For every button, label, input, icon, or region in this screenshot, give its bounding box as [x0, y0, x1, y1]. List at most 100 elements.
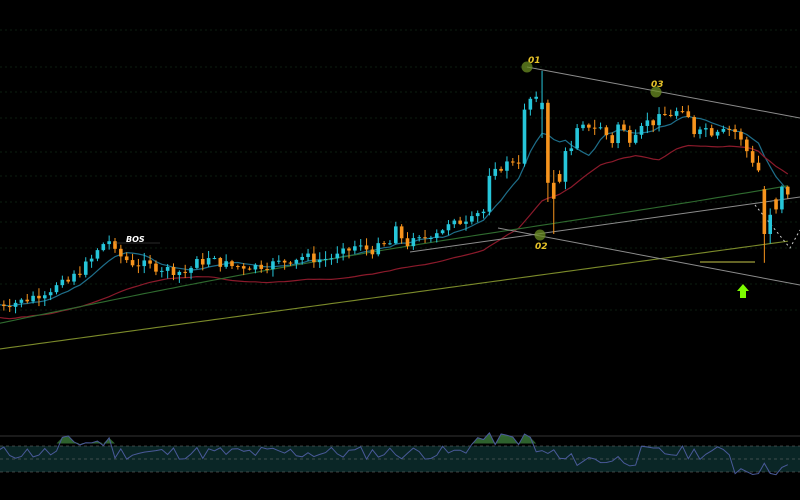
candle-body — [628, 130, 632, 143]
candle-body — [434, 233, 439, 238]
projection-path — [754, 204, 800, 249]
candle — [236, 264, 240, 270]
candle-body — [66, 279, 70, 282]
candle-body — [610, 135, 615, 144]
candle — [107, 235, 111, 250]
candle — [388, 240, 392, 246]
candle-body — [692, 117, 696, 135]
ma-slowest-line — [0, 240, 788, 350]
candle-body — [581, 124, 585, 129]
candle-body — [417, 237, 421, 239]
candle-body — [698, 129, 702, 135]
candle-body — [31, 295, 35, 302]
candle-body — [429, 237, 433, 239]
candle — [13, 299, 18, 314]
pivot-02-marker — [534, 229, 546, 241]
candle — [440, 229, 445, 235]
candle — [148, 254, 152, 269]
candle — [516, 155, 521, 169]
candle-body — [721, 128, 726, 132]
candle — [692, 115, 696, 138]
candle-body — [604, 127, 609, 136]
candle — [715, 129, 720, 139]
candle-body — [282, 260, 287, 263]
candle — [598, 122, 603, 130]
candle-body — [475, 213, 480, 217]
candle-body — [622, 124, 626, 131]
candle — [312, 246, 316, 268]
candle — [470, 211, 474, 225]
candle — [780, 185, 784, 214]
candle-body — [19, 299, 24, 303]
candle-body — [739, 131, 743, 140]
candle-body — [493, 168, 498, 176]
pivot-01-label: 01 — [528, 56, 541, 66]
candles-layer — [2, 70, 790, 314]
candle — [7, 298, 12, 312]
candle-body — [364, 245, 369, 250]
candle — [616, 122, 620, 149]
candle-body — [101, 244, 106, 251]
candle-body — [288, 262, 293, 264]
bos-label: BOS — [126, 235, 145, 244]
candle-body — [733, 129, 737, 132]
candle-body — [709, 128, 714, 136]
candle — [83, 257, 88, 278]
candle — [277, 255, 281, 265]
pivot-01-marker — [521, 61, 533, 73]
candle — [417, 235, 421, 242]
pivot-03-marker — [650, 86, 662, 98]
candle-body — [165, 266, 170, 271]
candle — [200, 253, 205, 271]
candle-body — [639, 125, 644, 135]
candle — [195, 256, 199, 270]
candle-body — [341, 248, 345, 254]
candle-body — [200, 258, 205, 265]
candle-body — [458, 220, 462, 224]
candle — [294, 258, 299, 269]
candle — [651, 119, 655, 133]
candle-body — [569, 148, 574, 152]
candle-body — [785, 186, 790, 195]
candle-body — [236, 266, 240, 268]
candle — [604, 125, 609, 140]
candle-body — [762, 189, 767, 234]
candle — [177, 270, 182, 283]
candle-body — [528, 98, 533, 110]
candle-body — [780, 186, 784, 210]
candle — [610, 132, 615, 148]
trendline-mid — [409, 196, 800, 253]
candle — [434, 229, 439, 243]
candle — [113, 237, 117, 253]
candle — [464, 215, 468, 231]
candle-body — [440, 230, 445, 234]
candle — [95, 248, 100, 262]
candle-body — [756, 162, 761, 171]
candle-body — [130, 260, 135, 266]
candle-body — [171, 266, 176, 275]
candle-body — [329, 258, 334, 260]
candle-body — [306, 253, 310, 257]
candle — [750, 145, 755, 167]
candle-body — [277, 260, 281, 262]
candle — [569, 140, 574, 156]
candle — [271, 257, 275, 277]
candle-body — [119, 248, 123, 257]
candle — [534, 91, 538, 103]
candle-body — [563, 151, 568, 182]
candle-body — [259, 264, 264, 269]
candle-body — [271, 261, 275, 270]
candle — [704, 123, 708, 138]
candle-body — [148, 260, 152, 264]
candle — [19, 298, 24, 308]
candle-body — [499, 168, 503, 171]
candle-body — [60, 279, 65, 286]
candle-body — [663, 114, 667, 116]
candle — [446, 220, 451, 236]
trendlines-layer — [409, 66, 800, 286]
candle — [399, 224, 404, 244]
candle — [364, 238, 369, 256]
candle — [66, 276, 70, 284]
